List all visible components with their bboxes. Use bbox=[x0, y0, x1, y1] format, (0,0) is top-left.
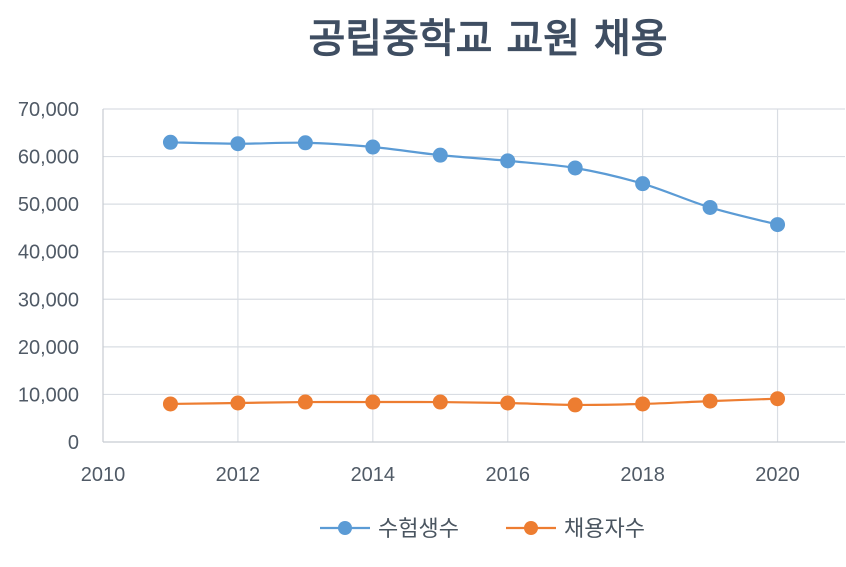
series bbox=[162, 134, 786, 413]
y-tick-label: 60,000 bbox=[18, 147, 79, 169]
y-tick-label: 50,000 bbox=[18, 194, 79, 216]
data-point bbox=[567, 397, 583, 413]
legend-marker bbox=[524, 521, 538, 535]
data-point bbox=[702, 393, 718, 409]
data-point bbox=[365, 139, 381, 155]
data-point bbox=[770, 391, 786, 407]
legend-label: 수험생수 bbox=[378, 517, 459, 542]
chart-title: 공립중학교 교원 채용 bbox=[308, 16, 667, 62]
data-point bbox=[162, 396, 178, 412]
data-point bbox=[500, 395, 516, 411]
y-tick-label: 30,000 bbox=[18, 289, 79, 311]
y-tick-label: 40,000 bbox=[18, 242, 79, 264]
axes: 0 10,000 20,000 30,000 40,000 50,000 60,000 70,… bbox=[18, 99, 845, 486]
y-tick-label: 20,000 bbox=[18, 337, 79, 359]
y-tick-label: 0 bbox=[68, 432, 79, 454]
data-point bbox=[432, 147, 448, 163]
x-tick-label: 2018 bbox=[620, 464, 665, 486]
x-tick-label: 2014 bbox=[351, 464, 396, 486]
y-tick-label: 70,000 bbox=[18, 99, 79, 121]
x-tick-label: 2020 bbox=[755, 464, 800, 486]
y-tick-label: 10,000 bbox=[18, 384, 79, 406]
series-line-1 bbox=[170, 141, 778, 226]
data-point bbox=[365, 394, 381, 410]
data-point bbox=[230, 395, 246, 411]
x-tick-label: 2012 bbox=[216, 464, 261, 486]
data-point bbox=[702, 199, 718, 215]
data-point bbox=[432, 394, 448, 410]
series-line-2 bbox=[170, 397, 778, 407]
data-point bbox=[500, 153, 516, 169]
legend-label: 채용자수 bbox=[564, 517, 645, 542]
gridlines bbox=[103, 108, 845, 442]
data-point bbox=[567, 160, 583, 176]
data-point bbox=[230, 136, 246, 152]
data-point bbox=[297, 135, 313, 151]
data-point bbox=[635, 396, 651, 412]
data-point bbox=[162, 134, 178, 150]
x-tick-label: 2010 bbox=[81, 464, 126, 486]
x-tick-label: 2016 bbox=[485, 464, 530, 486]
legend: 수험생수 채용자수 bbox=[320, 517, 645, 542]
data-point bbox=[770, 217, 786, 233]
data-point bbox=[297, 394, 313, 410]
data-point bbox=[635, 176, 651, 192]
legend-marker bbox=[338, 521, 352, 535]
